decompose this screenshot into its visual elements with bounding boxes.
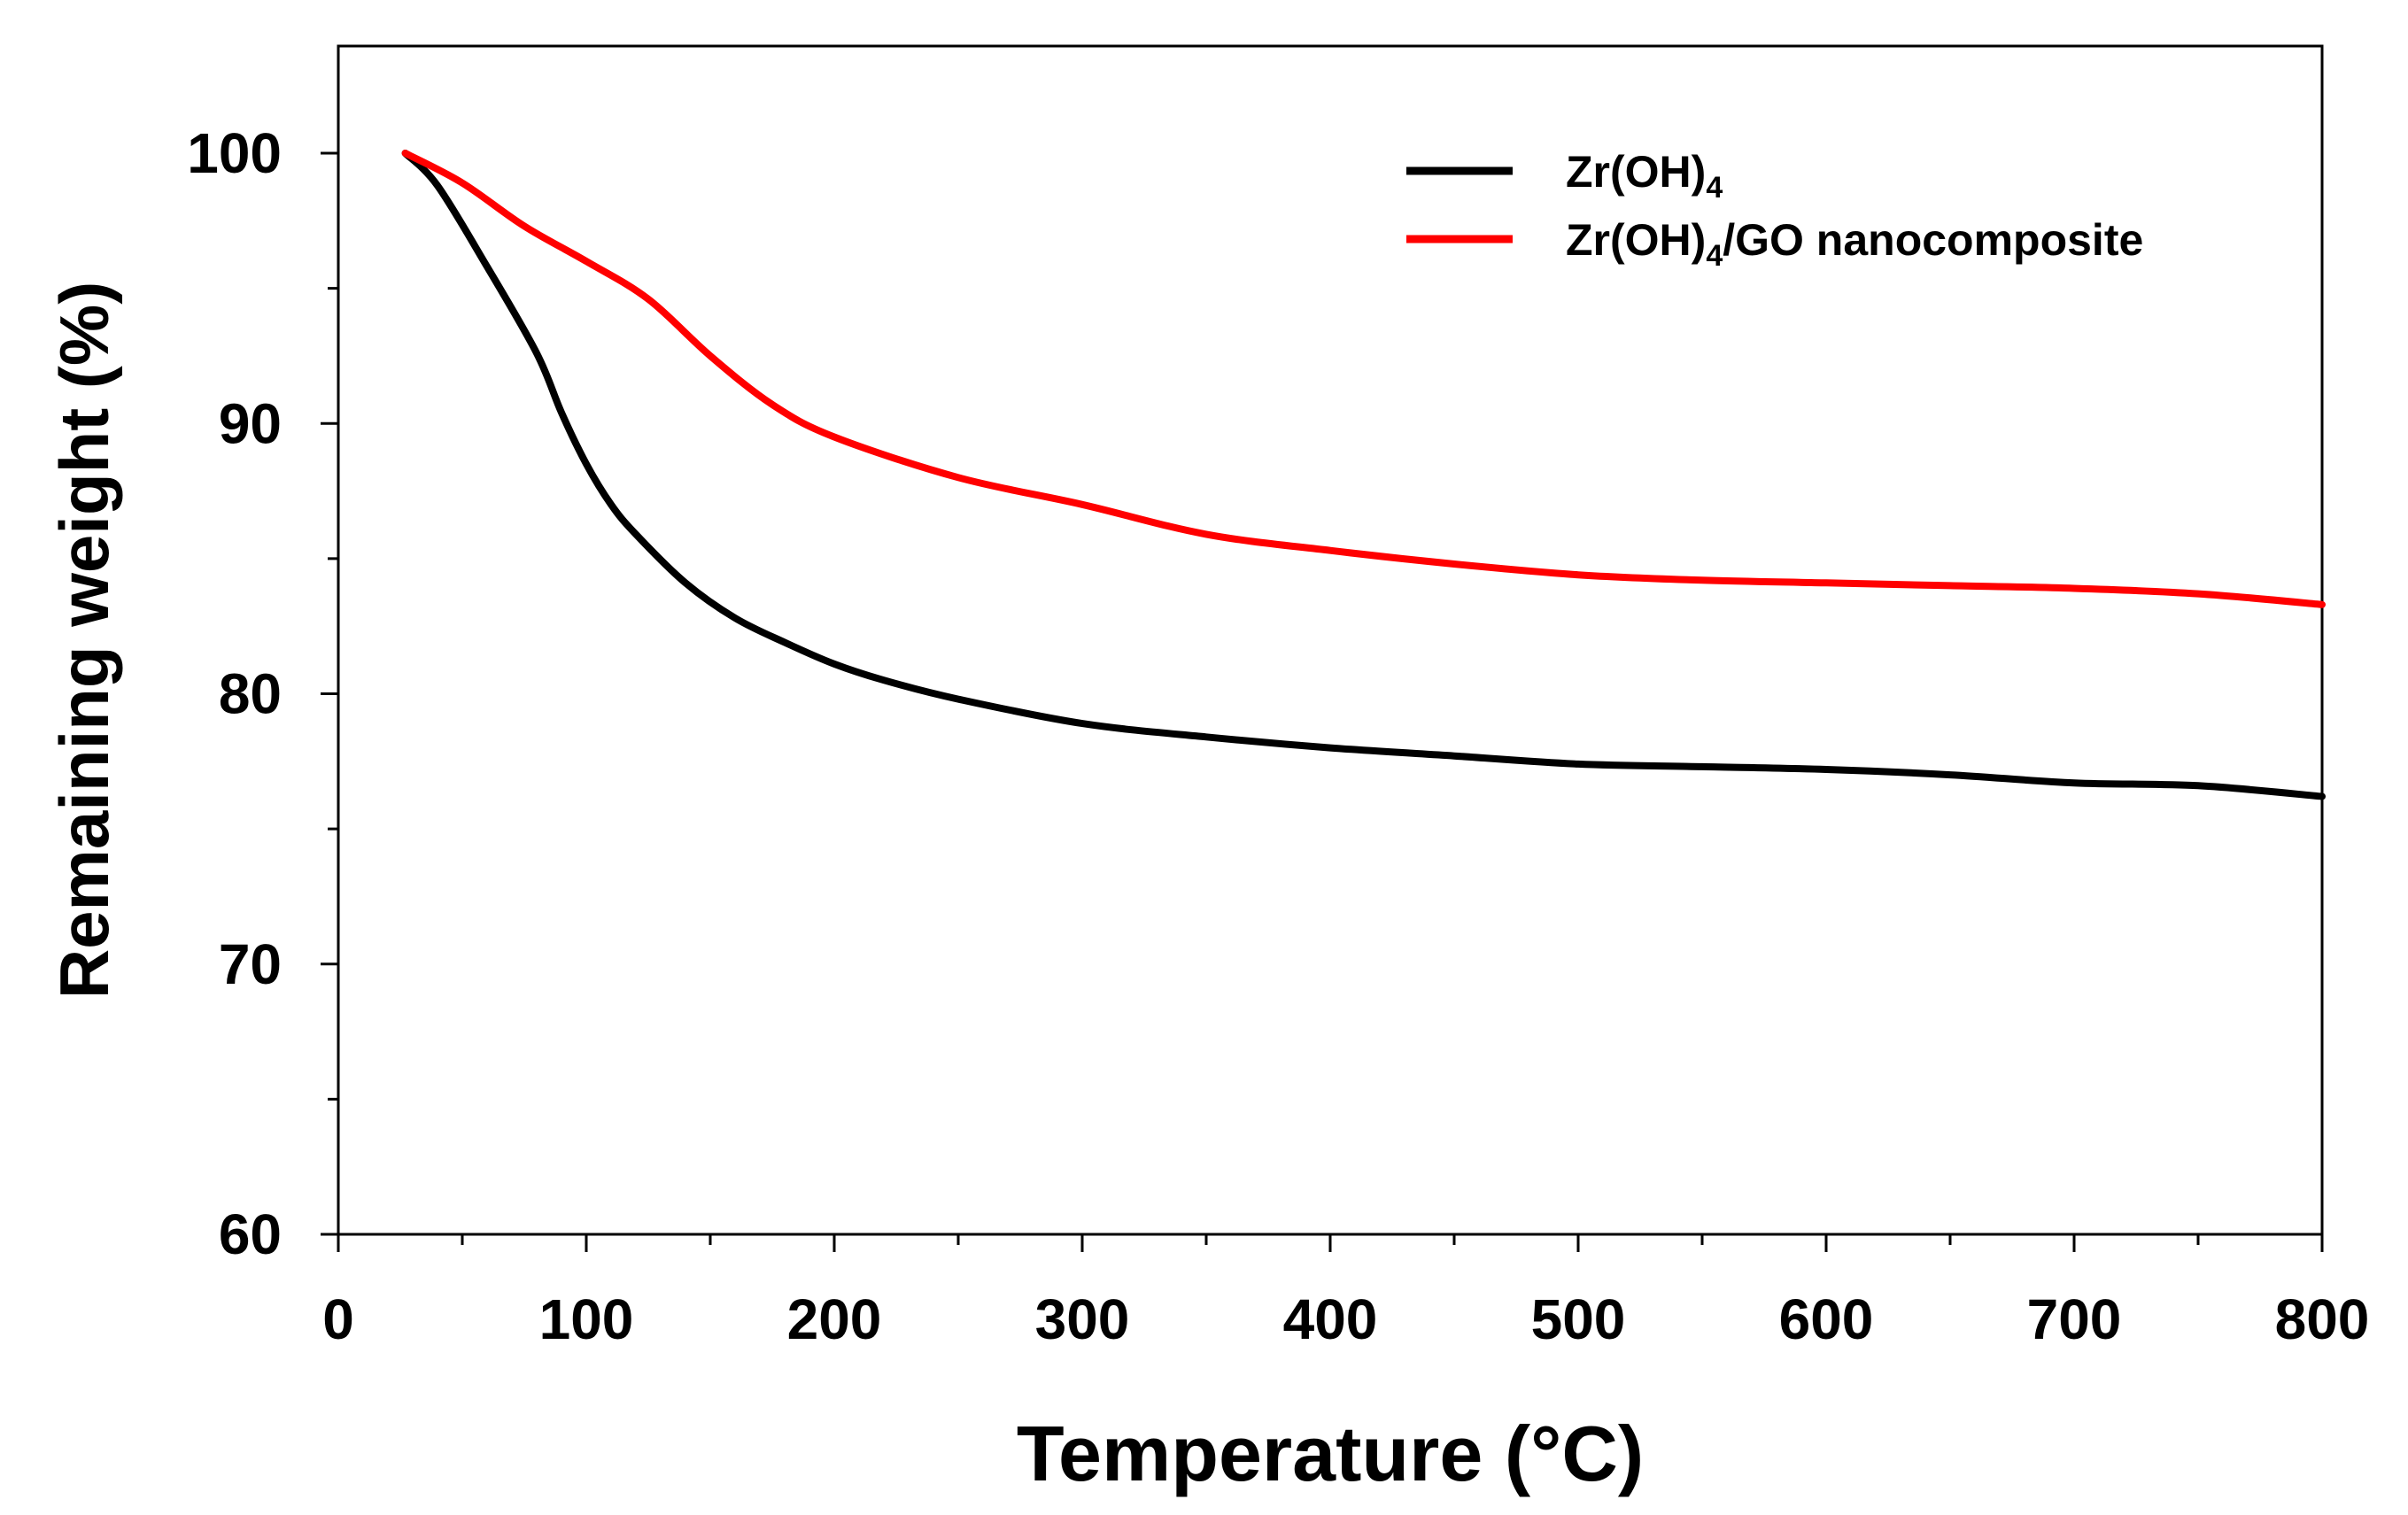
y-tick-label: 60 (219, 1202, 282, 1266)
y-axis: 60 70 80 90 100 (187, 121, 338, 1266)
x-tick-label: 500 (1531, 1287, 1626, 1351)
series-layer (401, 150, 2326, 800)
x-tick-label: 400 (1283, 1287, 1378, 1351)
y-tick-label: 90 (219, 391, 282, 455)
x-tick-label: 700 (2027, 1287, 2122, 1351)
y-tick-label: 80 (219, 662, 282, 726)
legend: Zr(OH)4 Zr(OH)4/GO nanocomposite (1406, 147, 2143, 273)
x-tick-label: 100 (539, 1287, 634, 1351)
y-tick-label: 70 (219, 932, 282, 996)
x-tick-label: 600 (1779, 1287, 1874, 1351)
y-tick-label: 100 (187, 121, 282, 185)
x-tick-label: 200 (787, 1287, 882, 1351)
x-tick-label: 0 (322, 1287, 354, 1351)
x-axis-title: Temperature (°C) (1017, 1410, 1644, 1497)
x-axis: 0 100 200 300 400 500 600 700 800 (322, 1234, 2369, 1351)
x-tick-label: 300 (1035, 1287, 1130, 1351)
legend-label-zr-oh4-go: Zr(OH)4/GO nanocomposite (1566, 215, 2143, 273)
x-tick-label: 800 (2275, 1287, 2370, 1351)
legend-label-zr-oh4: Zr(OH)4 (1566, 147, 1723, 205)
series-line-zr-oh4 (401, 150, 2326, 800)
y-axis-title: Remaining weight (%) (45, 282, 123, 999)
series-line-zr-oh4-go (401, 150, 2326, 608)
